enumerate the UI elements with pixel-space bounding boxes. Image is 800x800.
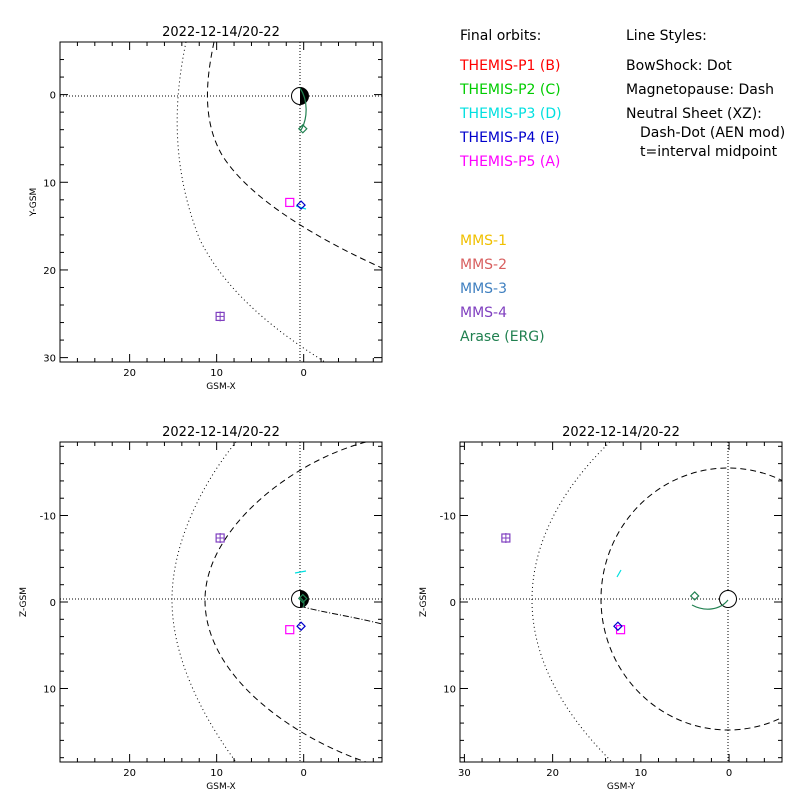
panel-xz-themis-track (294, 570, 307, 574)
legend: Final orbits: THEMIS-P1 (B) THEMIS-P2 (C)… (459, 28, 785, 345)
panel-xy-frame (59, 41, 383, 363)
legend-item-mission: MMS-1 (460, 233, 507, 249)
y-tick-label: 30 (43, 354, 56, 365)
panel-xz-magnetopause (204, 442, 367, 762)
panel-xy-ylabel: Y-GSM (29, 188, 39, 217)
marker-themis-p4-e (296, 200, 306, 210)
legend-item-mission: Arase (ERG) (460, 329, 545, 345)
panel-yz-earth-icon (719, 590, 737, 608)
y-tick-label: 20 (43, 266, 56, 277)
x-tick-label: 0 (300, 368, 306, 379)
y-tick-label: 0 (450, 598, 456, 609)
y-tick-label: -10 (40, 512, 56, 523)
legend-item-mission: MMS-4 (460, 305, 507, 321)
marker-themis-p5-a (285, 197, 295, 208)
panel-yz: 2022-12-14/20-22 GSM-Y Z-GSM 30 20 10 0 10 0 -… (419, 425, 783, 792)
panel-xz: 2022-12-14/20-22 GSM-X Z-GSM 20 10 0 10 0 -10 (19, 425, 383, 792)
y-tick-label: 10 (443, 684, 456, 695)
legend-style-line: Neutral Sheet (XZ): (626, 106, 762, 122)
panel-xy-xlabel: GSM-X (206, 382, 235, 392)
panel-xy: 2022-12-14/20-22 GSM-X Y-GSM 20 10 0 0 10 20 3… (29, 25, 383, 392)
panel-yz-themis-track (616, 569, 622, 578)
marker-arase-erg (297, 593, 308, 604)
marker-themis-p5-a (285, 625, 295, 635)
legend-item-themis: THEMIS-P5 (A) (459, 154, 560, 170)
legend-item-themis: THEMIS-P2 (C) (459, 82, 561, 98)
marker-themis-p4-e (296, 621, 306, 632)
panel-xz-frame (59, 441, 383, 763)
y-tick-label: 10 (43, 178, 56, 189)
panel-xz-xlabel: GSM-X (206, 782, 235, 792)
panel-yz-bowshock (531, 442, 613, 762)
legend-style-line: BowShock: Dot (626, 58, 732, 74)
legend-item-themis: THEMIS-P3 (D) (459, 106, 562, 122)
marker-mms-4 (215, 311, 225, 322)
x-tick-label: 10 (210, 768, 223, 779)
x-tick-label: 20 (123, 368, 136, 379)
legend-orbits-heading: Final orbits: (460, 28, 541, 44)
marker-arase-erg (689, 591, 700, 601)
panel-yz-title: 2022-12-14/20-22 (562, 425, 680, 440)
legend-style-line: Dash-Dot (AEN mod) (640, 125, 785, 141)
x-tick-label: 20 (123, 768, 136, 779)
y-tick-label: -10 (440, 512, 456, 523)
x-tick-label: 20 (546, 768, 559, 779)
marker-themis-p4-e (613, 621, 623, 632)
marker-arase-erg (297, 123, 308, 134)
y-tick-label: 10 (43, 684, 56, 695)
legend-item-mission: MMS-3 (460, 281, 507, 297)
panel-xz-ylabel: Z-GSM (19, 587, 29, 617)
panel-xy-title: 2022-12-14/20-22 (162, 25, 280, 40)
legend-style-line: Magnetopause: Dash (626, 82, 774, 98)
x-tick-label: 30 (458, 768, 471, 779)
marker-mms-4 (501, 533, 511, 543)
legend-item-mission: MMS-2 (460, 257, 507, 273)
x-tick-label: 0 (726, 768, 732, 779)
legend-item-themis: THEMIS-P4 (E) (459, 130, 560, 146)
panel-yz-arase-orbit-track (691, 599, 729, 610)
panel-xz-neutral-sheet (299, 605, 382, 625)
x-tick-label: 10 (210, 368, 223, 379)
y-tick-label: 0 (50, 598, 56, 609)
panel-xz-bowshock (171, 442, 237, 762)
y-tick-label: 0 (50, 91, 56, 102)
panel-yz-ylabel: Z-GSM (419, 587, 429, 617)
panel-xz-title: 2022-12-14/20-22 (162, 425, 280, 440)
legend-style-line: t=interval midpoint (640, 144, 778, 160)
panel-xy-arase-orbit-track (299, 87, 307, 131)
panel-xy-magnetopause (206, 42, 382, 269)
marker-mms-4 (215, 533, 225, 543)
panel-yz-xlabel: GSM-Y (607, 782, 636, 792)
legend-styles-heading: Line Styles: (626, 28, 707, 44)
x-tick-label: 10 (634, 768, 647, 779)
legend-item-themis: THEMIS-P1 (B) (459, 58, 560, 74)
x-tick-label: 0 (300, 768, 306, 779)
